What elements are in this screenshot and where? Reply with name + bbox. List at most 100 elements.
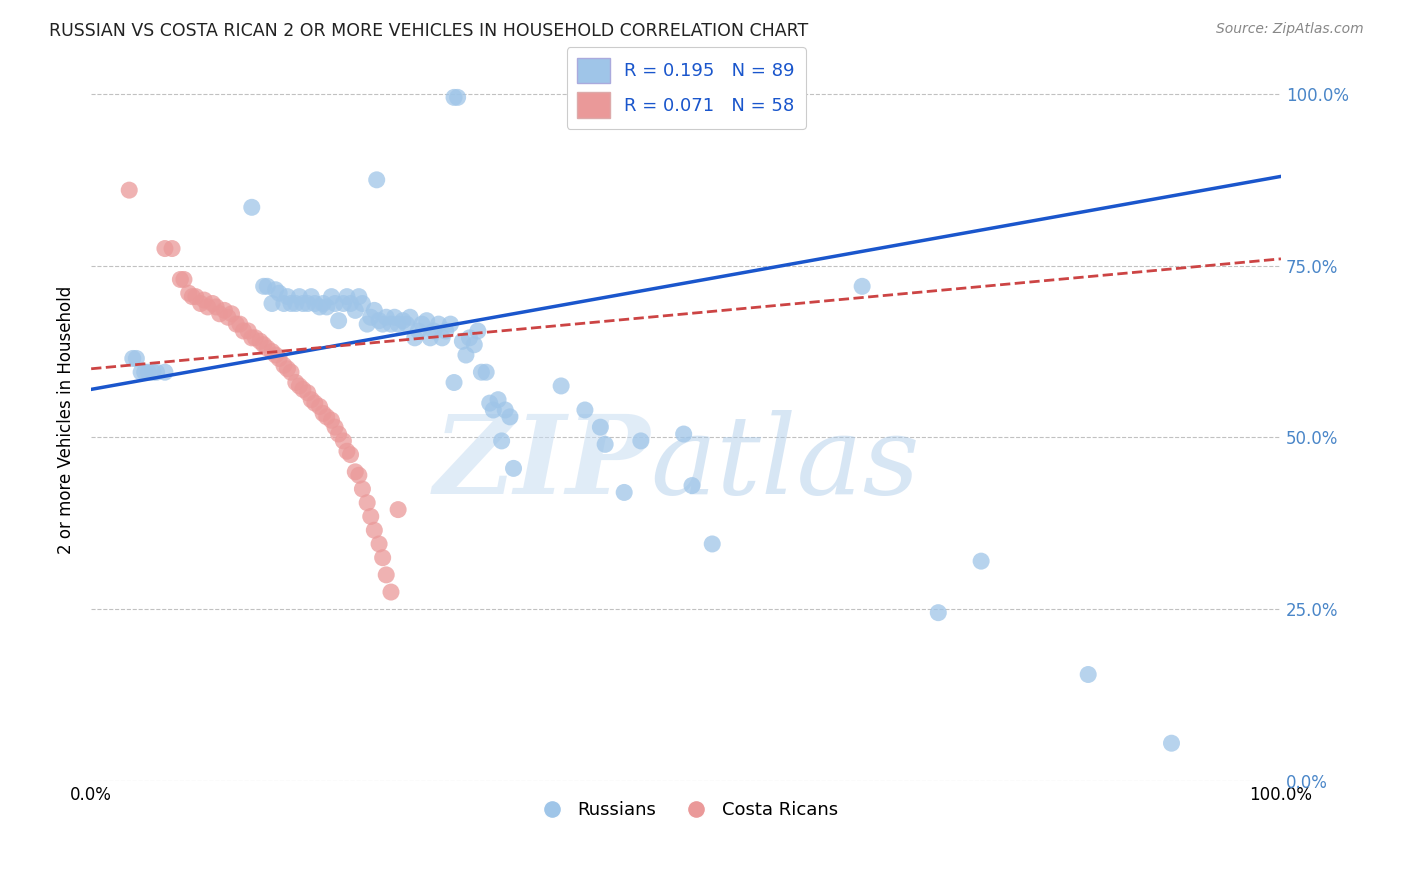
Point xyxy=(423,324,446,338)
Point xyxy=(970,554,993,568)
Point xyxy=(550,379,572,393)
Point xyxy=(264,348,287,362)
Point xyxy=(260,296,283,310)
Text: atlas: atlas xyxy=(651,409,920,517)
Point xyxy=(181,290,204,304)
Point xyxy=(494,403,516,417)
Point xyxy=(360,509,382,524)
Point xyxy=(288,290,311,304)
Point xyxy=(118,183,141,197)
Point xyxy=(253,279,276,293)
Point xyxy=(339,448,361,462)
Point xyxy=(217,310,239,325)
Point xyxy=(491,434,513,448)
Point xyxy=(315,300,337,314)
Point xyxy=(339,296,361,310)
Point xyxy=(249,334,271,349)
Point xyxy=(336,444,359,458)
Point xyxy=(197,300,219,314)
Point xyxy=(240,200,263,214)
Point xyxy=(328,314,350,328)
Point xyxy=(467,324,489,338)
Text: Source: ZipAtlas.com: Source: ZipAtlas.com xyxy=(1216,22,1364,37)
Point xyxy=(173,272,195,286)
Point xyxy=(193,293,215,307)
Point xyxy=(280,365,302,379)
Point xyxy=(332,434,354,448)
Point xyxy=(269,351,291,366)
Point xyxy=(454,348,477,362)
Text: RUSSIAN VS COSTA RICAN 2 OR MORE VEHICLES IN HOUSEHOLD CORRELATION CHART: RUSSIAN VS COSTA RICAN 2 OR MORE VEHICLE… xyxy=(49,22,808,40)
Point xyxy=(232,324,254,338)
Point xyxy=(297,385,319,400)
Point xyxy=(225,317,247,331)
Point xyxy=(297,296,319,310)
Point xyxy=(121,351,143,366)
Point xyxy=(201,296,224,310)
Point xyxy=(169,272,191,286)
Point xyxy=(260,344,283,359)
Point xyxy=(451,334,474,349)
Point xyxy=(434,324,457,338)
Point xyxy=(299,392,322,407)
Point xyxy=(134,365,156,379)
Point xyxy=(395,317,418,331)
Point xyxy=(153,242,176,256)
Point xyxy=(177,286,200,301)
Point xyxy=(672,427,695,442)
Point xyxy=(427,317,450,331)
Point xyxy=(439,317,461,331)
Point xyxy=(304,396,326,410)
Point xyxy=(411,317,433,331)
Point xyxy=(245,331,267,345)
Point xyxy=(502,461,524,475)
Point xyxy=(280,296,302,310)
Point xyxy=(366,173,388,187)
Point xyxy=(380,317,402,331)
Point xyxy=(284,376,307,390)
Point xyxy=(328,427,350,442)
Point xyxy=(360,310,382,325)
Point xyxy=(264,283,287,297)
Point xyxy=(269,286,291,301)
Point xyxy=(443,90,465,104)
Point xyxy=(463,337,485,351)
Point xyxy=(347,290,370,304)
Point xyxy=(387,502,409,516)
Point xyxy=(336,290,359,304)
Point xyxy=(153,365,176,379)
Point xyxy=(443,376,465,390)
Point xyxy=(229,317,252,331)
Point xyxy=(384,310,406,325)
Point xyxy=(238,324,260,338)
Point xyxy=(392,314,415,328)
Point xyxy=(273,296,295,310)
Point xyxy=(291,296,314,310)
Point xyxy=(589,420,612,434)
Point xyxy=(430,331,453,345)
Point xyxy=(276,361,298,376)
Point xyxy=(593,437,616,451)
Point xyxy=(408,324,430,338)
Point xyxy=(415,314,437,328)
Point xyxy=(240,331,263,345)
Point xyxy=(851,279,873,293)
Point xyxy=(160,242,183,256)
Point xyxy=(214,303,236,318)
Text: ZIP: ZIP xyxy=(433,409,651,517)
Point xyxy=(356,496,378,510)
Point xyxy=(702,537,724,551)
Point xyxy=(681,478,703,492)
Point xyxy=(323,296,346,310)
Legend: Russians, Costa Ricans: Russians, Costa Ricans xyxy=(527,794,845,826)
Point xyxy=(356,317,378,331)
Point xyxy=(630,434,652,448)
Point xyxy=(273,359,295,373)
Point xyxy=(470,365,492,379)
Point xyxy=(312,296,335,310)
Point xyxy=(256,341,278,355)
Point xyxy=(184,290,207,304)
Point xyxy=(136,365,159,379)
Point xyxy=(142,365,165,379)
Point xyxy=(380,585,402,599)
